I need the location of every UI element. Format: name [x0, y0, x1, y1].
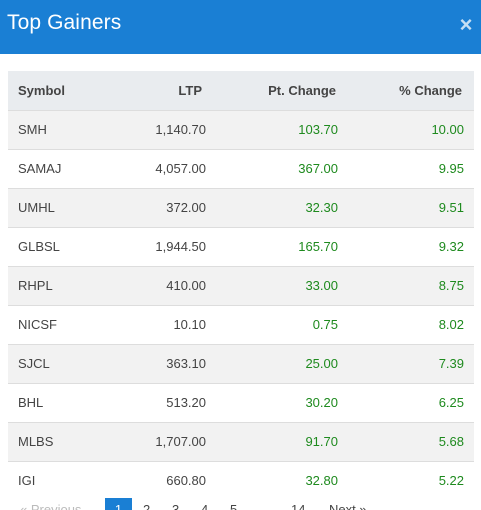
- pagination-page-1[interactable]: 1: [105, 498, 132, 510]
- ltp-cell: 660.80: [166, 473, 206, 489]
- symbol-cell[interactable]: SMH: [18, 122, 47, 137]
- pagination-ellipsis: …: [262, 502, 275, 510]
- pagination-page-5[interactable]: 5: [230, 502, 238, 510]
- symbol-cell[interactable]: NICSF: [18, 317, 57, 332]
- pt-change-cell: 33.00: [305, 278, 338, 293]
- pct-change-cell: 9.95: [438, 161, 464, 176]
- pagination-page-14[interactable]: 14: [291, 502, 306, 510]
- ltp-cell: 10.10: [173, 317, 206, 332]
- pct-change-cell: 5.22: [438, 473, 464, 489]
- table-row: SMH 1,140.70 103.70 10.00: [8, 110, 474, 149]
- table-row: IGI 660.80 32.80 5.22: [8, 461, 474, 500]
- ltp-cell: 372.00: [166, 200, 206, 215]
- pt-change-cell: 30.20: [305, 395, 338, 410]
- table-row: SAMAJ 4,057.00 367.00 9.95: [8, 149, 474, 188]
- pt-change-cell: 25.00: [305, 356, 338, 371]
- pagination-previous[interactable]: « Previous: [20, 502, 82, 510]
- ltp-cell: 1,944.50: [155, 239, 206, 254]
- modal-title: Top Gainers: [7, 11, 122, 34]
- pct-change-cell: 8.02: [438, 317, 464, 332]
- pt-change-cell: 0.75: [312, 317, 338, 332]
- ltp-cell: 363.10: [166, 356, 206, 371]
- header-ltp[interactable]: LTP: [178, 82, 202, 98]
- table-row: BHL 513.20 30.20 6.25: [8, 383, 474, 422]
- modal-header: Top Gainers ×: [0, 0, 481, 54]
- table-row: UMHL 372.00 32.30 9.51: [8, 188, 474, 227]
- table-row: NICSF 10.10 0.75 8.02: [8, 305, 474, 344]
- gainers-table-container: Symbol LTP Pt. Change % Change SMH 1,140…: [8, 71, 474, 500]
- table-row: MLBS 1,707.00 91.70 5.68: [8, 422, 474, 461]
- close-icon[interactable]: ×: [459, 12, 473, 37]
- ltp-cell: 513.20: [166, 395, 206, 410]
- pagination-page-3[interactable]: 3: [172, 502, 180, 510]
- symbol-cell[interactable]: GLBSL: [18, 239, 60, 254]
- table-row: GLBSL 1,944.50 165.70 9.32: [8, 227, 474, 266]
- gainers-table: Symbol LTP Pt. Change % Change SMH 1,140…: [8, 71, 474, 500]
- symbol-cell[interactable]: SJCL: [18, 356, 50, 371]
- ltp-cell: 410.00: [166, 278, 206, 293]
- header-pt-change[interactable]: Pt. Change: [268, 82, 336, 98]
- pt-change-cell: 91.70: [305, 434, 338, 449]
- pagination-page-4[interactable]: 4: [201, 502, 209, 510]
- ltp-cell: 1,140.70: [155, 122, 206, 137]
- pct-change-cell: 7.39: [438, 356, 464, 371]
- pt-change-cell: 165.70: [298, 239, 338, 254]
- ltp-cell: 1,707.00: [155, 434, 206, 449]
- header-pct-change[interactable]: % Change: [399, 82, 462, 98]
- pct-change-cell: 5.68: [438, 434, 464, 449]
- symbol-cell[interactable]: UMHL: [18, 200, 55, 215]
- table-row: SJCL 363.10 25.00 7.39: [8, 344, 474, 383]
- pagination-next[interactable]: Next »: [329, 502, 367, 510]
- symbol-cell[interactable]: MLBS: [18, 434, 54, 449]
- pagination: « Previous 1 2 3 4 5 … 14 Next »: [0, 496, 481, 510]
- pt-change-cell: 103.70: [298, 122, 338, 137]
- table-header-row: Symbol LTP Pt. Change % Change: [8, 71, 474, 110]
- pct-change-cell: 8.75: [438, 278, 464, 293]
- pt-change-cell: 32.30: [305, 200, 338, 215]
- symbol-cell[interactable]: BHL: [18, 395, 44, 410]
- pct-change-cell: 6.25: [438, 395, 464, 410]
- table-row: RHPL 410.00 33.00 8.75: [8, 266, 474, 305]
- pct-change-cell: 9.51: [438, 200, 464, 215]
- pct-change-cell: 10.00: [431, 122, 464, 137]
- symbol-cell[interactable]: RHPL: [18, 278, 53, 293]
- ltp-cell: 4,057.00: [155, 161, 206, 176]
- symbol-cell[interactable]: IGI: [18, 473, 36, 489]
- pt-change-cell: 32.80: [305, 473, 338, 489]
- symbol-cell[interactable]: SAMAJ: [18, 161, 62, 176]
- pct-change-cell: 9.32: [438, 239, 464, 254]
- pagination-page-2[interactable]: 2: [143, 502, 151, 510]
- pt-change-cell: 367.00: [298, 161, 338, 176]
- header-symbol[interactable]: Symbol: [18, 82, 65, 98]
